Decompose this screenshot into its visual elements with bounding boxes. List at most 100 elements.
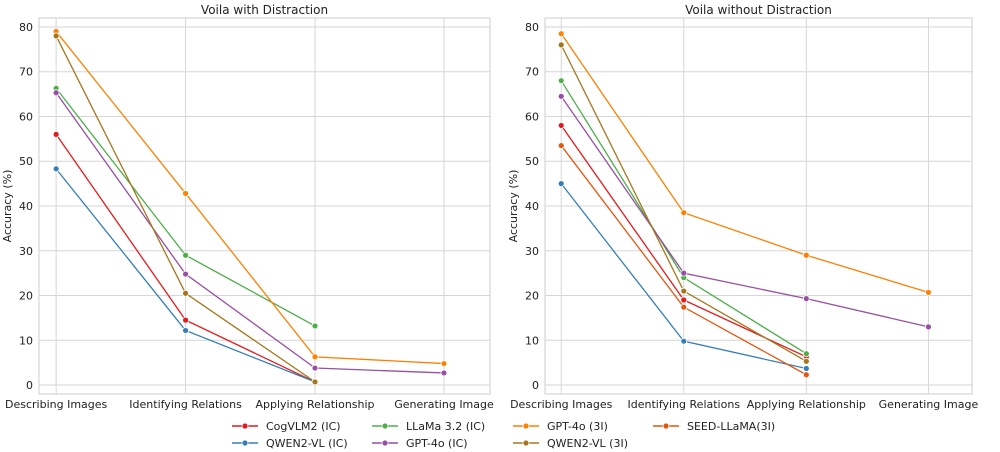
data-point [557,30,565,38]
y-axis-label: Accuracy (%) [507,170,520,243]
y-axis-label: Accuracy (%) [1,170,14,243]
data-point [680,337,688,345]
series-line [55,92,445,374]
series-line [560,33,929,294]
legend-label: SEED-LLaMA(3I) [687,420,775,433]
legend-label: QWEN2-VL (IC) [266,437,348,450]
x-tick-label: Identifying Relations [129,398,242,411]
data-point [557,180,565,188]
x-tick-label: Describing Images [5,398,108,411]
legend-marker [241,422,249,430]
series-qwen2-vl-3i [557,41,810,365]
legend-entry-cogvlm2-ic: CogVLM2 (IC) [232,420,341,433]
x-tick-label: Generating Image [394,398,494,411]
data-point [802,251,810,259]
y-tick-label: 10 [19,334,33,347]
legend: CogVLM2 (IC) QWEN2-VL (IC) LLaMa 3.2 (IC) G… [232,420,775,450]
data-point [680,287,688,295]
chart-with-distraction: 0 10 20 30 40 50 60 70 80 Describing Images Identi… [1,3,494,411]
legend-label: QWEN2-VL (3I) [547,437,628,450]
y-tick-label: 80 [525,21,539,34]
data-point [557,142,565,149]
data-point [311,353,319,361]
series-qwen2-vl-3i [52,32,319,386]
legend-entry-gpt-4o-3i: GPT-4o (3I) [513,420,608,433]
y-tick-label: 20 [19,290,33,303]
legend-label: GPT-4o (IC) [406,437,468,450]
series-gpt-4o-3i [557,30,932,296]
legend-marker [662,422,670,430]
x-tick-label: Applying Relationship [255,398,374,411]
data-point [557,77,565,85]
data-point [182,270,189,278]
data-point [182,327,189,334]
y-tick-label: 50 [525,155,539,168]
data-point [925,288,932,296]
y-tick-label: 20 [525,290,539,303]
data-point [311,322,319,330]
data-point [440,360,448,367]
data-point [802,365,810,372]
chart-without-distraction: 0 10 20 30 40 50 60 70 80 Describing Images Identi… [507,3,978,411]
series-line [55,31,445,365]
series-gpt-4o-ic [52,89,448,377]
series-qwen2-vl-ic [557,180,810,372]
legend-entry-qwen2-vl-3i: QWEN2-VL (3I) [513,437,628,450]
legend-marker [381,439,389,447]
series-seed-llama-3i [557,142,810,379]
data-point [182,316,189,324]
data-point [557,41,565,49]
data-point [52,165,60,173]
x-tick-label: Generating Image [879,398,979,411]
y-tick-label: 40 [525,200,539,213]
legend-label: CogVLM2 (IC) [266,420,341,433]
series-qwen2-vl-ic [52,165,319,386]
x-tick-label: Applying Relationship [747,398,866,411]
data-point [802,357,810,365]
y-tick-label: 80 [19,21,33,34]
data-point [925,323,932,331]
legend-entry-llama-3-2-ic: LLaMa 3.2 (IC) [372,420,485,433]
data-point [52,130,60,138]
data-point [52,89,60,97]
chart-title: Voila without Distraction [685,3,832,17]
data-point [557,122,565,129]
data-point [802,371,810,379]
y-tick-label: 70 [525,66,539,79]
data-point [52,32,60,40]
data-point [440,369,448,377]
legend-marker [522,439,530,447]
legend-entry-seed-llama-3i: SEED-LLaMA(3I) [653,420,775,433]
series-gpt-4o-3i [52,28,448,367]
data-point [557,92,565,100]
data-point [680,209,688,217]
series-gpt-4o-ic [557,92,932,331]
y-tick-label: 10 [525,334,539,347]
series-llama-3-2-ic [557,77,810,358]
data-point [802,350,810,358]
data-point [182,251,189,259]
legend-marker [381,422,389,430]
data-point [311,364,319,372]
x-tick-label: Identifying Relations [628,398,741,411]
data-point [802,295,810,303]
legend-entry-gpt-4o-ic: GPT-4o (IC) [372,437,468,450]
legend-label: LLaMa 3.2 (IC) [406,420,485,433]
data-point [680,303,688,311]
y-tick-label: 40 [19,200,33,213]
legend-entry-qwen2-vl-ic: QWEN2-VL (IC) [232,437,348,450]
y-tick-label: 30 [19,245,33,258]
legend-marker [241,439,249,447]
y-tick-label: 0 [26,379,33,392]
y-tick-label: 50 [19,155,33,168]
y-tick-label: 30 [525,245,539,258]
data-point [182,190,189,197]
legend-marker [522,422,530,430]
y-tick-label: 60 [525,110,539,123]
data-point [182,289,189,297]
chart-title: Voila with Distraction [201,3,328,17]
series-line [560,95,929,328]
data-point [311,378,319,386]
y-tick-label: 0 [532,379,539,392]
